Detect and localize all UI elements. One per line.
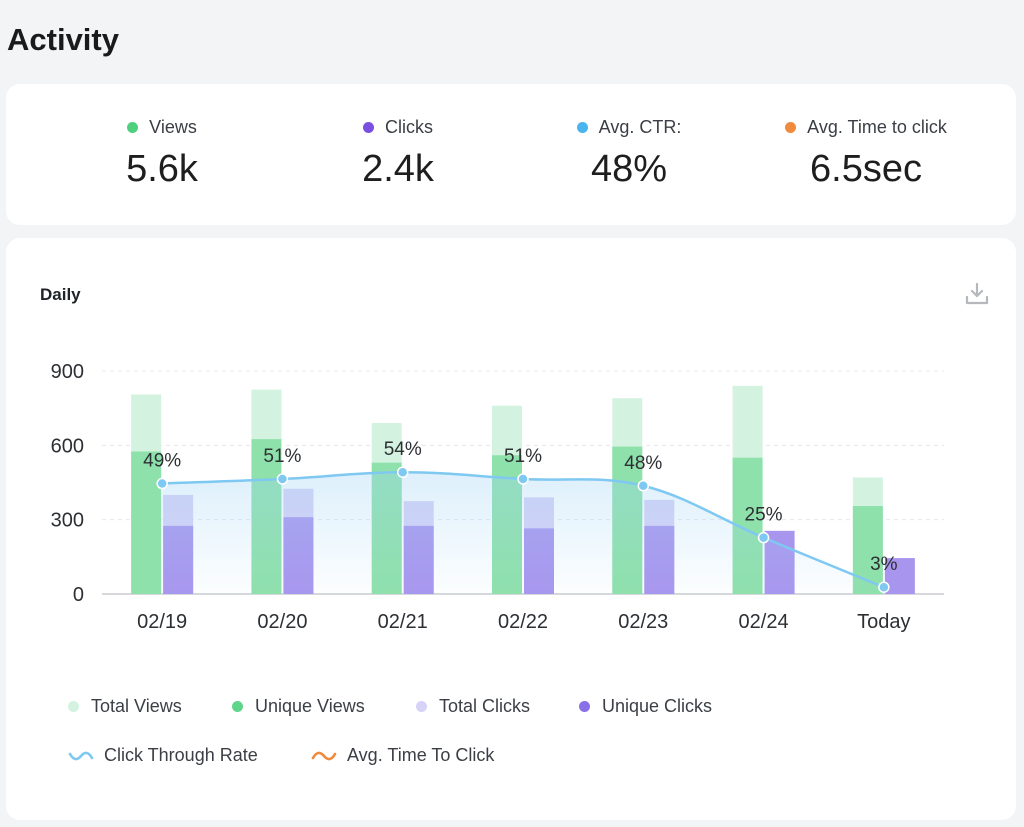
stat-avg-time-value: 6.5sec: [810, 148, 922, 190]
stat-views-label: Views: [149, 117, 197, 137]
download-button[interactable]: [961, 278, 993, 310]
x-tick-label: 02/22: [498, 611, 548, 633]
ctr-point: [637, 480, 650, 492]
ctr-area: [162, 472, 884, 594]
clicks-dot-icon: [363, 122, 374, 133]
bar-unique-views: [131, 451, 162, 594]
legend-unique-clicks[interactable]: Unique Clicks: [579, 696, 712, 717]
legend-avg-time-label: Avg. Time To Click: [347, 745, 495, 765]
stat-views-value: 5.6k: [126, 148, 198, 190]
stat-ctr-label: Avg. CTR:: [598, 117, 682, 137]
y-tick-label: 900: [51, 361, 84, 383]
page-title: Activity: [7, 22, 119, 57]
x-tick-label: 02/21: [378, 611, 428, 633]
download-icon: [965, 282, 989, 305]
x-tick-label: 02/24: [739, 611, 789, 633]
wave-line-icon: [311, 751, 337, 760]
total-views-dot-icon: [68, 701, 79, 712]
ctr-point: [878, 581, 890, 593]
legend-unique-views[interactable]: Unique Views: [232, 696, 365, 717]
ctr-data-label: 51%: [263, 446, 301, 467]
legend-unique-clicks-label: Unique Clicks: [602, 696, 713, 716]
total-clicks-dot-icon: [416, 701, 427, 712]
ctr-point: [396, 466, 409, 478]
unique-clicks-dot-icon: [579, 701, 590, 712]
chart-title: Daily: [40, 285, 81, 304]
ctr-data-label: 25%: [745, 505, 783, 526]
y-tick-label: 600: [51, 435, 84, 457]
ctr-data-label: 51%: [504, 446, 542, 467]
unique-views-dot-icon: [232, 701, 243, 712]
legend-total-clicks-label: Total Clicks: [439, 696, 531, 716]
wave-line-icon: [68, 751, 94, 760]
legend-ctr[interactable]: Click Through Rate: [68, 745, 258, 766]
bar-unique-clicks: [884, 558, 915, 594]
ctr-point: [517, 473, 529, 485]
x-tick-label: 02/23: [618, 611, 668, 633]
stat-avg-time-label: Avg. Time to click: [807, 117, 947, 137]
views-dot-icon: [127, 122, 139, 133]
ctr-data-label: 49%: [143, 451, 181, 472]
ctr-data-label: 48%: [624, 453, 662, 474]
y-tick-label: 300: [51, 510, 84, 532]
stats-card: Views 5.6k Clicks 2.4k Avg. CTR: 48% Avg…: [6, 84, 1016, 225]
ctr-point: [156, 477, 168, 490]
x-tick-label: Today: [857, 611, 910, 633]
legend-total-clicks[interactable]: Total Clicks: [416, 696, 530, 717]
ctr-data-label: 54%: [384, 439, 422, 460]
legend-total-views[interactable]: Total Views: [68, 696, 182, 717]
stat-clicks-label: Clicks: [385, 117, 433, 137]
avg-time-dot-icon: [785, 122, 797, 133]
chart-card: Daily 0 300 600 900 02/19 02/20 02/21 02/22 02/2…: [6, 238, 1016, 820]
legend-unique-views-label: Unique Views: [255, 696, 365, 716]
legend-avg-time[interactable]: Avg. Time To Click: [311, 745, 494, 766]
ctr-point: [757, 531, 770, 544]
ctr-point: [276, 473, 289, 485]
stat-ctr-value: 48%: [590, 148, 668, 190]
x-tick-label: 02/19: [137, 611, 187, 633]
y-tick-label: 0: [73, 584, 84, 606]
stat-clicks-value: 2.4k: [362, 148, 434, 190]
ctr-data-label: 3%: [870, 554, 898, 575]
x-tick-label: 02/20: [257, 611, 307, 633]
legend-ctr-label: Click Through Rate: [104, 745, 258, 765]
daily-chart: 0 300 600 900 02/19 02/20 02/21 02/22 02/23 02/24…: [51, 361, 944, 633]
ctr-dot-icon: [576, 122, 588, 133]
legend-total-views-label: Total Views: [91, 696, 182, 716]
